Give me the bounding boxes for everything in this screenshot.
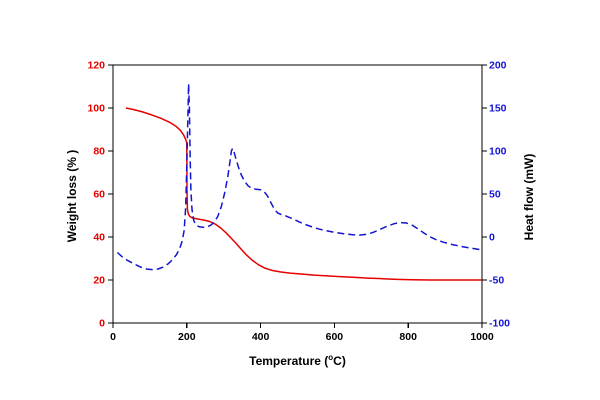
right-tick-label: 50 bbox=[489, 189, 501, 201]
temperature-label-suffix: C) bbox=[333, 354, 346, 368]
x-axis-title: Temperature (oC) bbox=[113, 353, 482, 368]
x-tick-label: 200 bbox=[178, 331, 196, 343]
left-tick-label: 0 bbox=[99, 318, 105, 330]
temperature-label-prefix: Temperature ( bbox=[249, 354, 329, 368]
right-tick-label: -100 bbox=[489, 318, 510, 330]
y-axis-title-right: Heat flow (mW) bbox=[522, 154, 536, 241]
right-tick-label: 200 bbox=[489, 60, 507, 72]
left-tick-label: 40 bbox=[93, 232, 105, 244]
left-tick-label: 120 bbox=[87, 60, 105, 72]
x-tick-label: 1000 bbox=[470, 331, 494, 343]
left-tick-label: 80 bbox=[93, 146, 105, 158]
heat-flow-curve bbox=[116, 83, 483, 271]
x-tick-label: 0 bbox=[110, 331, 116, 343]
x-tick-label: 600 bbox=[326, 331, 344, 343]
right-tick-label: -50 bbox=[489, 275, 504, 287]
left-tick-label: 20 bbox=[93, 275, 105, 287]
right-tick-label: 150 bbox=[489, 103, 507, 115]
left-tick-label: 60 bbox=[93, 189, 105, 201]
x-tick-label: 800 bbox=[399, 331, 417, 343]
left-tick-label: 100 bbox=[87, 103, 105, 115]
weight-loss-axis-label: Weight loss (% ) bbox=[65, 149, 79, 243]
weight-loss-curve bbox=[125, 107, 482, 281]
right-tick-label: 100 bbox=[489, 146, 507, 158]
x-tick-label: 400 bbox=[252, 331, 270, 343]
right-tick-label: 0 bbox=[489, 232, 495, 244]
degree-symbol: o bbox=[328, 353, 334, 362]
y-axis-title-left: Weight loss (% ) bbox=[65, 150, 79, 242]
plot-frame bbox=[112, 64, 483, 324]
heat-flow-axis-label: Heat flow (mW) bbox=[522, 153, 536, 241]
